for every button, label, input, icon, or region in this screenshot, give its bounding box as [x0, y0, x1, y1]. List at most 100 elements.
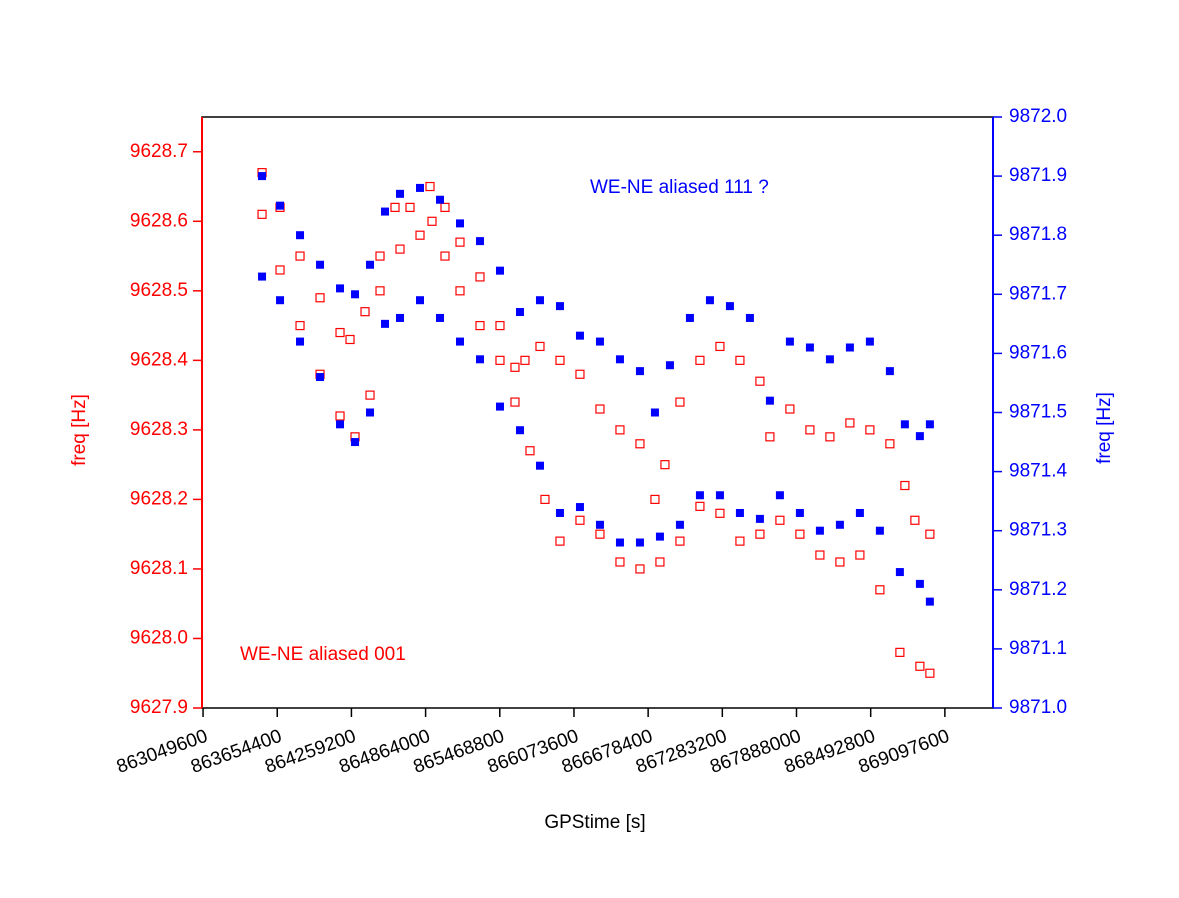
point [515, 308, 524, 317]
point [475, 272, 485, 282]
point [336, 420, 345, 429]
point [495, 266, 504, 275]
point [575, 515, 585, 525]
point [575, 369, 585, 379]
point [835, 557, 845, 567]
point [366, 260, 375, 269]
point [885, 439, 895, 449]
point [295, 251, 305, 261]
point [845, 343, 854, 352]
point [635, 564, 645, 574]
point [635, 439, 645, 449]
point [755, 376, 765, 386]
point [835, 520, 844, 529]
point [296, 337, 305, 346]
y-tick-label: 9628.1 [130, 558, 188, 579]
y2-tick-label: 9871.9 [1009, 165, 1067, 186]
point [925, 668, 935, 678]
y-axis-label: freq [Hz] [69, 394, 90, 466]
point [675, 536, 685, 546]
point [650, 408, 659, 417]
y2-tick-label: 9872.0 [1009, 106, 1067, 127]
point [885, 367, 894, 376]
point [775, 491, 784, 500]
point [695, 355, 705, 365]
point [555, 508, 564, 517]
point [335, 411, 345, 421]
point [795, 508, 804, 517]
point [416, 296, 425, 305]
point [615, 355, 624, 364]
point [875, 585, 885, 595]
point [595, 337, 604, 346]
point [295, 320, 305, 331]
y2-tick-label: 9871.8 [1009, 224, 1067, 245]
point [735, 508, 744, 517]
point [915, 432, 924, 441]
point [900, 420, 909, 429]
y2-tick-label: 9871.0 [1009, 697, 1067, 718]
point [435, 195, 444, 204]
point [381, 207, 390, 216]
point [258, 172, 267, 181]
point [351, 438, 360, 447]
point [855, 508, 864, 517]
point [495, 355, 505, 365]
point [396, 313, 405, 322]
point [815, 550, 825, 560]
point [440, 202, 450, 212]
point [366, 408, 375, 417]
point [775, 515, 785, 525]
point [755, 514, 764, 523]
point [405, 202, 415, 212]
point [257, 209, 267, 219]
point [925, 597, 934, 606]
point [695, 501, 705, 511]
point [415, 230, 425, 240]
point [735, 355, 745, 365]
y2-tick-label: 9871.6 [1009, 342, 1067, 363]
y2-tick-label: 9871.1 [1009, 638, 1067, 659]
point [427, 216, 437, 226]
point [785, 337, 794, 346]
point [910, 515, 920, 525]
point [695, 491, 704, 500]
point [685, 313, 694, 322]
point [815, 526, 824, 535]
point [455, 237, 465, 247]
point [795, 529, 805, 539]
point [455, 286, 465, 296]
point [650, 494, 660, 505]
point [435, 313, 444, 322]
point [276, 296, 285, 305]
point [925, 420, 934, 429]
point [336, 284, 345, 293]
point [296, 231, 305, 240]
point [715, 508, 725, 518]
point [535, 296, 544, 305]
point [535, 341, 545, 352]
point [455, 337, 464, 346]
point [276, 201, 285, 210]
y2-tick-label: 9871.3 [1009, 520, 1067, 541]
point [555, 536, 565, 546]
point [360, 307, 370, 317]
point [520, 355, 530, 365]
y-tick-label: 9628.0 [130, 627, 188, 648]
point [635, 367, 644, 376]
point [715, 491, 724, 500]
point [675, 397, 685, 407]
y-tick-label: 9628.6 [130, 210, 188, 231]
y-tick-label: 9628.4 [130, 349, 189, 370]
point [785, 404, 795, 414]
point [275, 265, 285, 275]
y-tick-label: 9627.9 [130, 697, 188, 718]
point [375, 251, 385, 261]
point [540, 494, 550, 505]
point [915, 661, 925, 671]
point [675, 520, 684, 529]
point [515, 426, 524, 435]
point [315, 293, 325, 303]
point [455, 219, 464, 228]
